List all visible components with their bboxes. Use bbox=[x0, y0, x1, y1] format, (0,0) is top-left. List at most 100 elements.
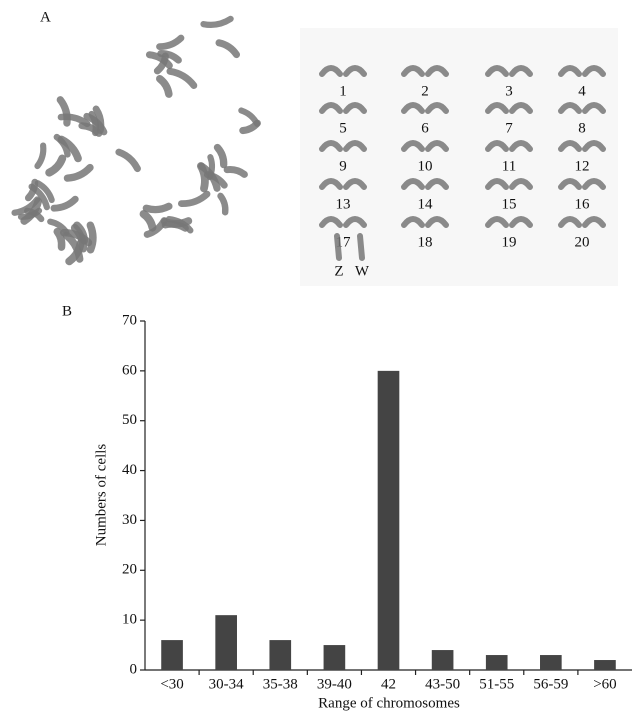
x-tick-label: 43-50 bbox=[425, 676, 460, 692]
chromosome bbox=[165, 215, 194, 234]
chromosome bbox=[425, 178, 449, 190]
chromosome bbox=[425, 65, 449, 77]
chromosome bbox=[401, 102, 425, 114]
panel-label: B bbox=[62, 303, 72, 319]
chromosome bbox=[401, 178, 425, 190]
bar bbox=[594, 660, 616, 670]
chromosome bbox=[582, 216, 606, 228]
chromosome bbox=[485, 140, 509, 152]
y-tick-label: 50 bbox=[122, 412, 137, 428]
chromosome bbox=[582, 65, 606, 77]
chromosome bbox=[558, 178, 582, 190]
chromosome bbox=[582, 140, 606, 152]
chromosome bbox=[582, 178, 606, 190]
chromosome bbox=[319, 216, 343, 228]
chromosome bbox=[343, 102, 367, 114]
chromosome bbox=[56, 96, 71, 127]
chromosome bbox=[223, 166, 248, 178]
chromosome bbox=[34, 142, 47, 170]
chromosome bbox=[319, 178, 343, 190]
chromosome-label: 10 bbox=[418, 158, 433, 174]
chromosome bbox=[343, 140, 367, 152]
bar bbox=[215, 615, 237, 670]
y-tick-label: 40 bbox=[122, 462, 137, 478]
sex-chromosome-label: W bbox=[355, 263, 370, 279]
chromosome bbox=[425, 216, 449, 228]
bar bbox=[377, 370, 400, 670]
chromosome bbox=[425, 102, 449, 114]
chromosome-label: 15 bbox=[502, 196, 517, 212]
chromosome bbox=[485, 216, 509, 228]
chromosome bbox=[215, 39, 241, 59]
chromosome bbox=[509, 178, 533, 190]
chromosome bbox=[142, 202, 173, 214]
chromosome-label: 12 bbox=[575, 158, 590, 174]
chromosome bbox=[156, 34, 185, 51]
chromosome bbox=[485, 65, 509, 77]
chromosome bbox=[196, 162, 209, 193]
x-tick-label: 39-40 bbox=[317, 676, 352, 692]
chromosome bbox=[65, 239, 85, 266]
bar bbox=[323, 645, 346, 670]
x-axis-title: Range of chromosomes bbox=[318, 695, 460, 711]
chromosome bbox=[24, 178, 39, 202]
x-tick-label: 30-34 bbox=[209, 676, 244, 692]
chromosome bbox=[11, 196, 41, 216]
chromosome bbox=[86, 221, 97, 254]
chromosome bbox=[217, 192, 229, 216]
y-tick-label: 20 bbox=[122, 562, 137, 578]
chromosome-label: 7 bbox=[505, 120, 513, 136]
chromosome bbox=[319, 65, 343, 77]
chromosome bbox=[157, 50, 182, 64]
chromosome-label: 14 bbox=[418, 196, 434, 212]
y-axis-title: Numbers of cells bbox=[93, 444, 109, 547]
chromosome bbox=[115, 148, 141, 173]
chromosome bbox=[509, 216, 533, 228]
chromosome-label: 9 bbox=[339, 158, 347, 174]
bar bbox=[431, 650, 454, 670]
panel-label: A bbox=[40, 9, 51, 25]
chromosome bbox=[50, 195, 79, 212]
chromosome bbox=[343, 178, 367, 190]
bar bbox=[485, 655, 508, 670]
chromosome-label: 8 bbox=[578, 120, 586, 136]
chromosome bbox=[145, 51, 173, 70]
chromosome bbox=[357, 233, 365, 261]
chromosome bbox=[177, 190, 211, 207]
chromosome bbox=[53, 133, 71, 158]
x-tick-label: <30 bbox=[160, 676, 183, 692]
chromosome bbox=[166, 67, 198, 89]
y-tick-label: 0 bbox=[130, 661, 138, 677]
chromosome bbox=[509, 102, 533, 114]
chromosome bbox=[485, 102, 509, 114]
chromosome bbox=[155, 74, 173, 98]
chromosome bbox=[319, 102, 343, 114]
chromosome-label: 20 bbox=[575, 234, 590, 250]
chromosome bbox=[509, 140, 533, 152]
chromosome bbox=[334, 233, 342, 261]
metaphase-spread bbox=[11, 15, 261, 266]
chromosome-label: 19 bbox=[502, 234, 517, 250]
y-tick-label: 30 bbox=[122, 512, 137, 528]
chromosome bbox=[558, 102, 582, 114]
chromosome bbox=[401, 216, 425, 228]
x-tick-label: >60 bbox=[593, 676, 616, 692]
chromosome bbox=[319, 140, 343, 152]
chromosome bbox=[45, 154, 67, 177]
chromosome-label: 5 bbox=[339, 120, 347, 136]
chromosome-label: 4 bbox=[578, 83, 586, 99]
chromosome-label: 6 bbox=[421, 120, 429, 136]
chromosome bbox=[53, 227, 66, 251]
chromosome bbox=[139, 210, 157, 232]
x-tick-label: 42 bbox=[381, 676, 396, 692]
chromosome bbox=[343, 65, 367, 77]
bar bbox=[540, 655, 562, 670]
chromosome bbox=[88, 110, 100, 137]
x-tick-label: 56-59 bbox=[533, 676, 568, 692]
chromosome-label: 2 bbox=[421, 83, 429, 99]
chromosome bbox=[92, 105, 105, 134]
chromosome bbox=[200, 15, 234, 28]
sex-chromosome-label: Z bbox=[334, 263, 343, 279]
